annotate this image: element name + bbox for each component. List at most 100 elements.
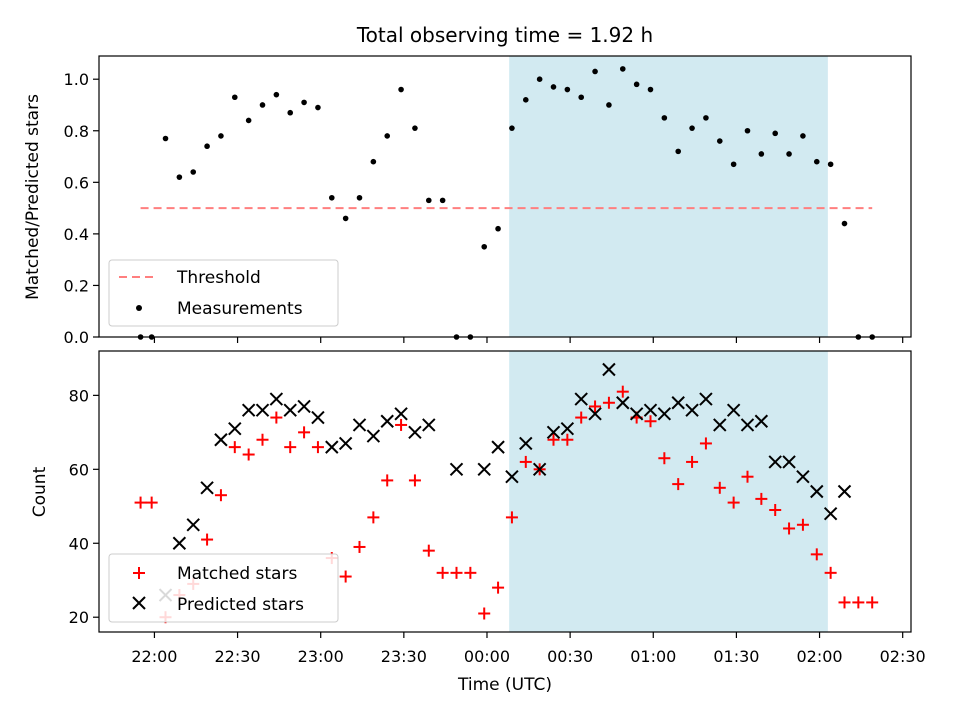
measurement-point [800, 133, 806, 139]
predicted-star-point [255, 403, 270, 417]
measurement-points [137, 66, 876, 340]
predicted-star-point [449, 462, 464, 477]
matched-star-point [492, 581, 505, 594]
matched-star-point [464, 566, 477, 579]
predicted-star-point [671, 396, 685, 410]
top-y-axis: 0.0 0.2 0.4 0.6 0.8 1.0 [64, 70, 99, 347]
predicted-star-stroke-b [325, 440, 339, 454]
matched-star-point [852, 596, 865, 609]
measurement-point [384, 133, 391, 139]
top-y-axis-label: Matched/Predicted stars [23, 94, 43, 300]
matched-star-point [713, 481, 726, 494]
predicted-star-point [366, 429, 381, 443]
predicted-star-stroke-b [352, 418, 367, 432]
predicted-star-stroke-b [228, 421, 242, 436]
matched-star-point [838, 596, 851, 609]
measurement-point [509, 125, 515, 131]
predicted-star-point [214, 433, 228, 447]
measurement-point [398, 86, 404, 93]
predicted-star-stroke-b [338, 436, 353, 451]
predicted-star-stroke-b [713, 418, 727, 432]
bottom-x-tick-label: 01:00 [630, 647, 676, 666]
predicted-star-point [269, 392, 284, 406]
predicted-star-point [754, 414, 769, 428]
measurement-point [412, 125, 418, 131]
matched-star-point [866, 596, 879, 609]
matched-star-point [672, 478, 685, 491]
predicted-star-stroke-b [685, 403, 699, 417]
measurement-point [522, 97, 529, 103]
predicted-star-stroke-b [810, 484, 824, 499]
measurement-point [744, 127, 751, 134]
legend-predicted-swatch [132, 596, 146, 610]
predicted-star-stroke-b [214, 433, 228, 447]
legend-predicted-label: Predicted stars [177, 595, 304, 615]
predicted-star-point [796, 470, 810, 484]
matched-star-point [519, 455, 532, 468]
measurement-point [287, 109, 294, 116]
predicted-star-stroke-b [726, 403, 741, 417]
predicted-star-point [740, 418, 755, 432]
matched-star-point [699, 437, 712, 450]
predicted-star-stroke-b [283, 403, 297, 417]
predicted-star-point [338, 436, 353, 451]
predicted-star-stroke-b [754, 414, 769, 428]
measurement-point [439, 197, 446, 204]
predicted-star-stroke-b [408, 425, 422, 440]
predicted-star-point [574, 392, 588, 406]
matched-star-point [134, 496, 147, 509]
predicted-star-stroke-b [671, 396, 685, 410]
predicted-star-point [837, 484, 852, 499]
measurement-point [564, 86, 571, 93]
matched-star-point [810, 548, 823, 561]
matched-star-point [589, 400, 602, 413]
legend-measurements-label: Measurements [177, 299, 303, 319]
measurement-point [606, 102, 612, 108]
measurement-point [176, 174, 183, 180]
matched-star-point [547, 433, 560, 446]
predicted-star-stroke-b [532, 462, 547, 477]
bottom-shaded-region [509, 351, 828, 632]
measurement-point [786, 151, 792, 157]
measurement-point [772, 130, 779, 137]
predicted-star-point [588, 407, 602, 421]
measurement-point [689, 125, 695, 131]
measurement-point [703, 115, 709, 121]
measurement-point [827, 161, 834, 168]
matched-star-point [422, 544, 435, 557]
matched-star-point [284, 441, 297, 454]
predicted-star-stroke-b [380, 414, 394, 428]
predicted-star-point [823, 506, 838, 521]
predicted-star-point [283, 403, 297, 417]
bottom-y-tick-label: 60 [69, 460, 89, 479]
bottom-x-tick-label: 23:00 [298, 647, 344, 666]
predicted-star-stroke-b [505, 470, 519, 484]
matched-star-point [145, 496, 158, 509]
predicted-star-point [186, 518, 200, 532]
predicted-star-stroke-b [837, 484, 852, 499]
matched-star-point [741, 470, 754, 483]
predicted-star-point [200, 481, 214, 495]
bottom-plot-frame [98, 350, 912, 633]
predicted-star-stroke-b [449, 462, 464, 477]
predicted-star-stroke-b [172, 536, 187, 550]
predicted-star-point [241, 403, 256, 417]
measurement-point [190, 169, 197, 175]
predicted-star-point [311, 410, 325, 425]
figure-title: Total observing time = 1.92 h [356, 23, 653, 47]
measurement-point [315, 104, 321, 111]
predicted-star-point [491, 440, 505, 454]
matched-star-point [602, 396, 615, 409]
measurement-point [259, 102, 266, 108]
measurement-point [578, 94, 585, 101]
matched-star-point [450, 566, 463, 579]
matched-star-point [228, 441, 241, 454]
predicted-star-point [713, 418, 727, 432]
predicted-star-point [616, 396, 630, 410]
matched-star-point [658, 452, 671, 465]
predicted-star-stroke-b [657, 407, 672, 421]
top-x-ticks [153, 337, 904, 343]
predicted-star-stroke-b [643, 403, 658, 417]
matched-star-point [727, 496, 740, 509]
predicted-star-stroke-b [269, 392, 284, 406]
